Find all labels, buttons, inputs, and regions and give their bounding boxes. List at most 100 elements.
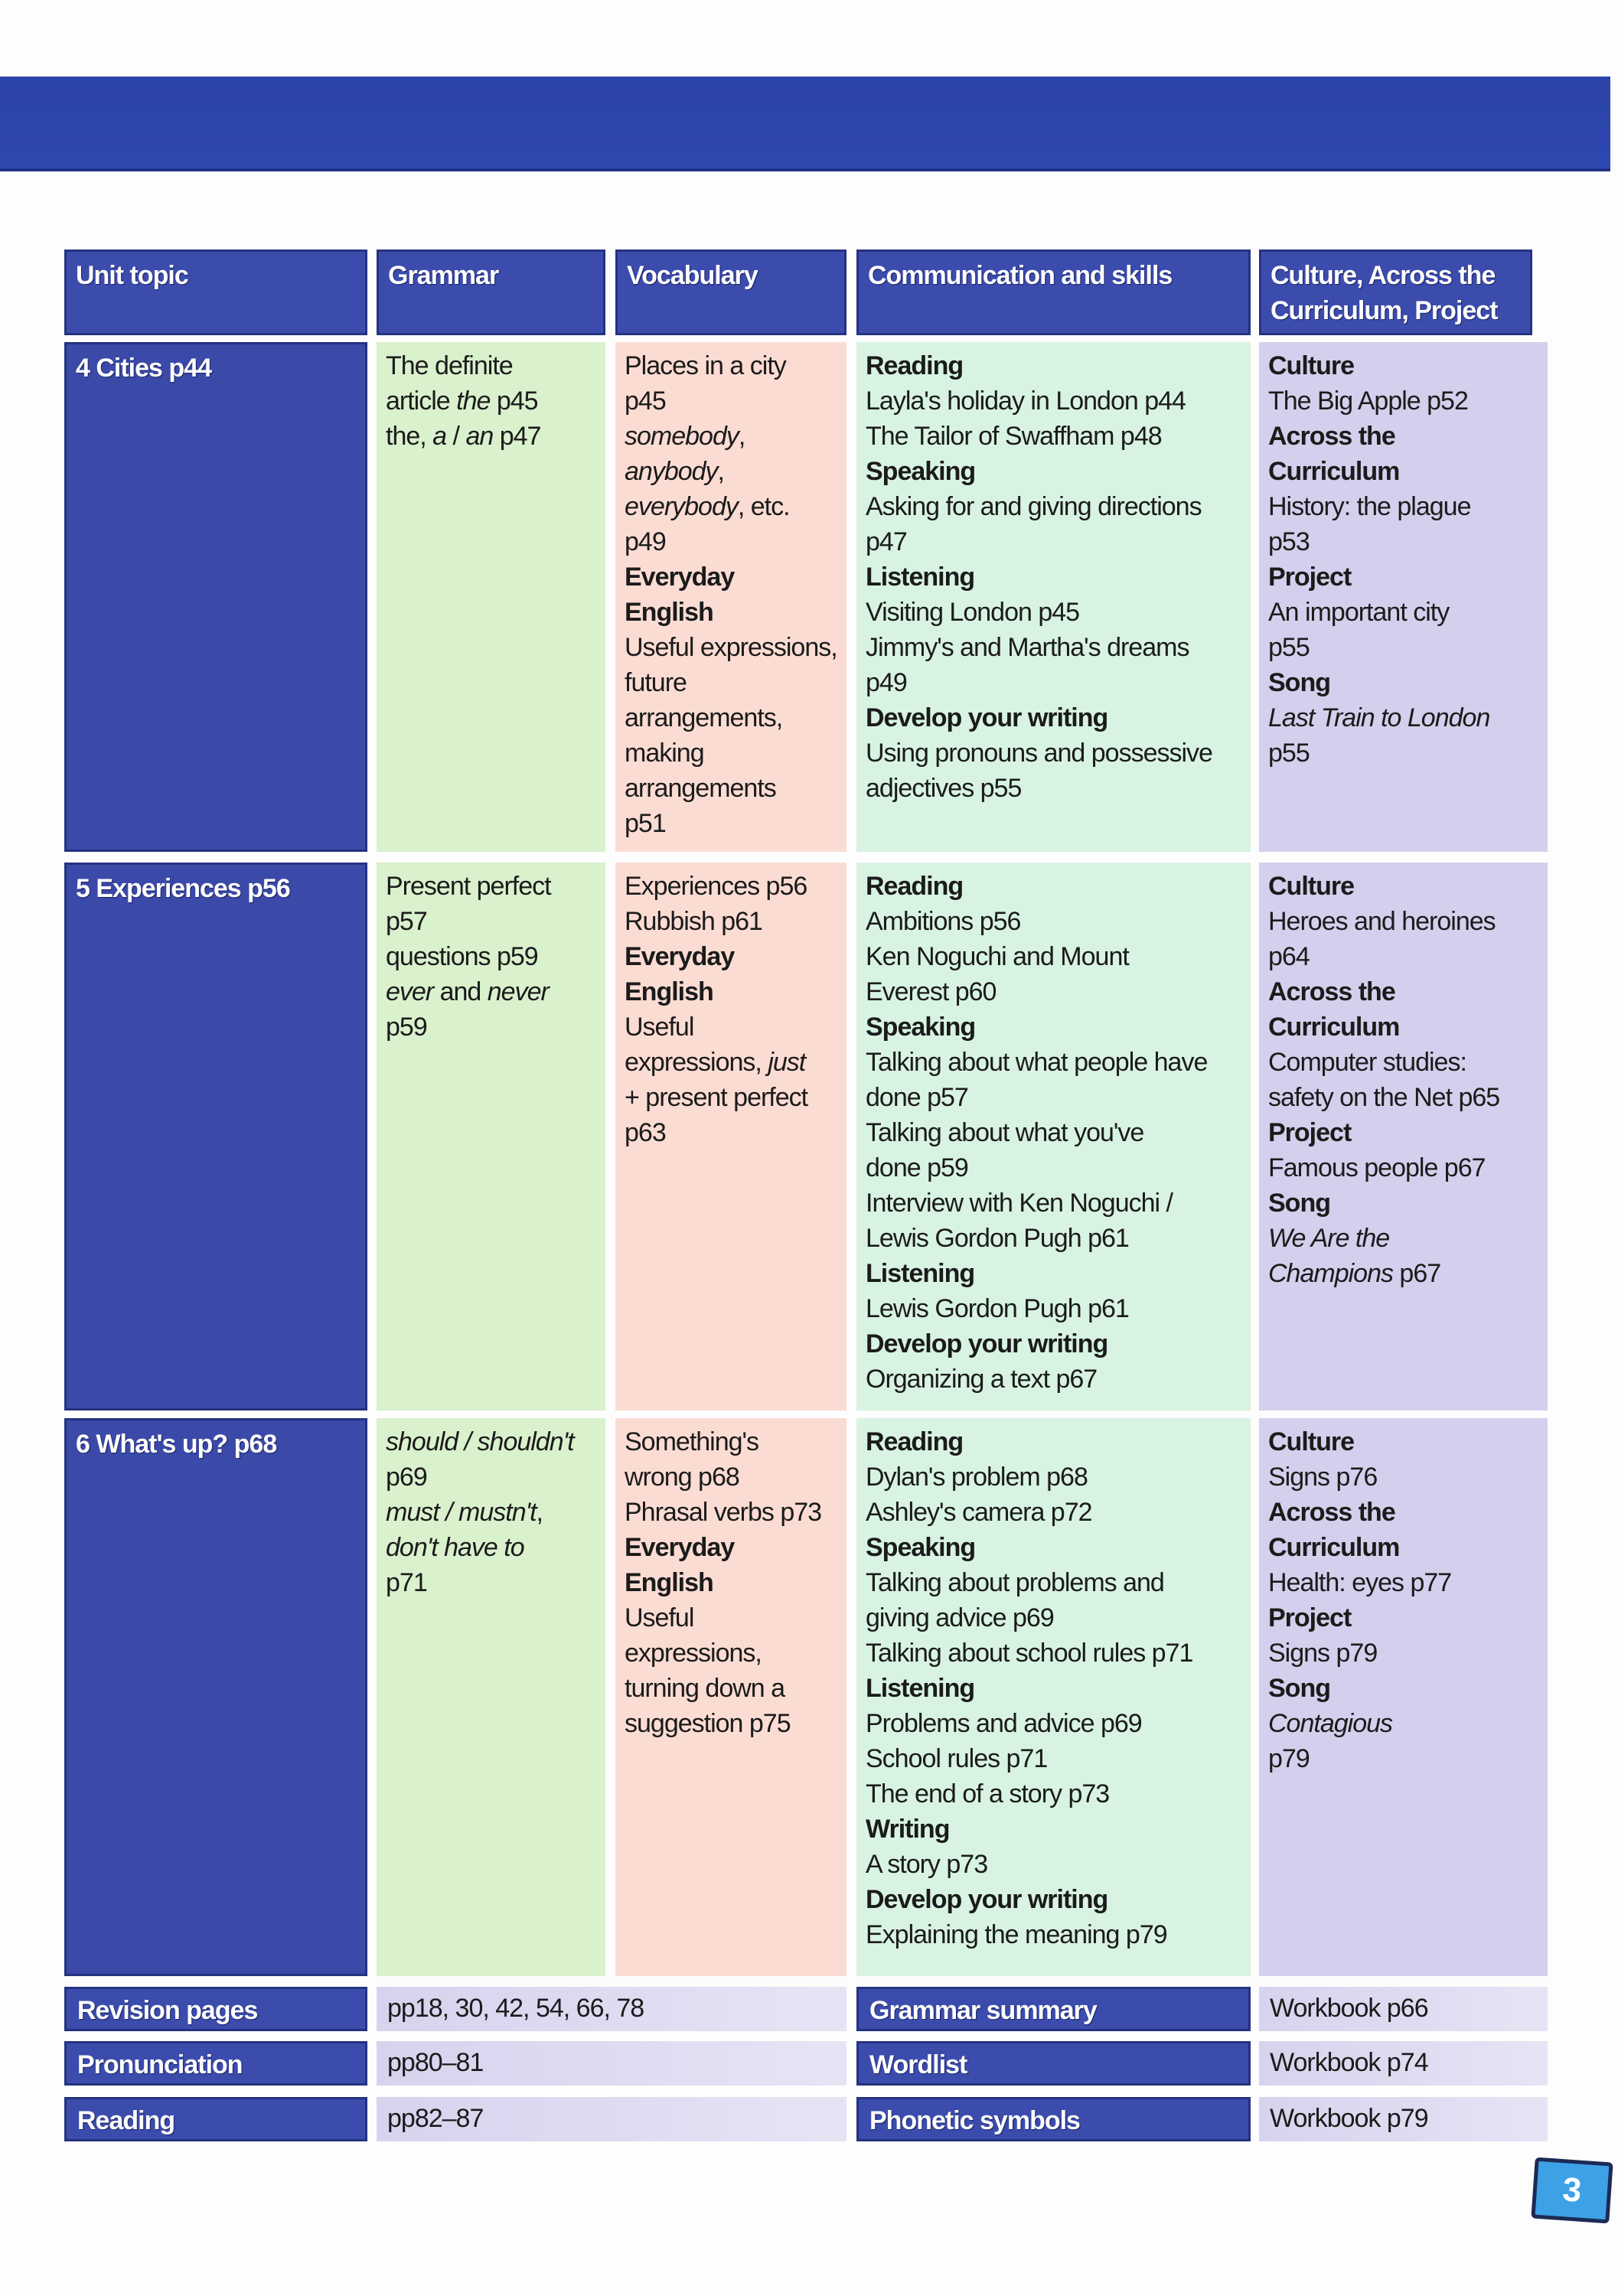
vocabulary-cell: Something's wrong p68 Phrasal verbs p73 Eve… <box>615 1418 847 1976</box>
text-segment: never <box>487 977 550 1006</box>
section-heading: Curriculum <box>1268 1533 1400 1562</box>
culture-line: Contagious <box>1268 1706 1541 1741</box>
culture-line: Song <box>1268 1186 1541 1221</box>
vocabulary-line: turning down a <box>625 1674 785 1703</box>
section-heading: Across the <box>1268 1498 1396 1527</box>
text-segment: expressions, <box>625 1048 768 1077</box>
communication-line: The Tailor of Swaffham p48 <box>866 422 1163 451</box>
culture-line: Signs p79 <box>1268 1639 1378 1668</box>
culture-line: p55 <box>1268 633 1310 662</box>
section-heading: Writing <box>866 1815 950 1844</box>
footer-label: Pronunciation <box>64 2041 367 2086</box>
communication-line: School rules p71 <box>866 1744 1048 1773</box>
communication-line: Talking about what you've <box>866 1118 1144 1147</box>
section-heading: English <box>625 977 714 1006</box>
section-heading: English <box>625 598 714 627</box>
text-segment: Contagious <box>1268 1709 1393 1738</box>
culture-line: Computer studies: <box>1268 1048 1467 1077</box>
communication-line: Ken Noguchi and Mount <box>866 942 1130 971</box>
communication-line: done p59 <box>866 1153 969 1182</box>
culture-line: History: the plague <box>1268 492 1472 521</box>
culture-line: Culture <box>1268 348 1541 383</box>
communication-line: adjectives p55 <box>866 774 1022 803</box>
culture-line: Heroes and heroines <box>1268 907 1496 936</box>
text-segment: anybody <box>625 457 719 486</box>
culture-line: Curriculum <box>1268 1530 1541 1565</box>
top-banner <box>0 77 1610 171</box>
communication-line: Talking about school rules p71 <box>866 1639 1193 1668</box>
text-segment: somebody <box>625 422 739 451</box>
communication-line: Using pronouns and possessive <box>866 739 1213 768</box>
text-segment: Last Train to London <box>1268 703 1490 732</box>
vocabulary-line: Places in a city <box>625 351 787 380</box>
communication-cell: Reading Layla's holiday in London p44 The … <box>856 342 1251 852</box>
communication-line: Lewis Gordon Pugh p61 <box>866 1224 1130 1253</box>
communication-line: Visiting London p45 <box>866 598 1080 627</box>
vocabulary-line: everybody, etc. <box>625 489 840 524</box>
text-segment: p45 <box>490 386 539 416</box>
culture-line: Across the <box>1268 419 1541 454</box>
footer-label: Revision pages <box>64 1987 367 2031</box>
text-segment: p67 <box>1392 1259 1441 1288</box>
vocabulary-line: expressions, <box>625 1639 762 1668</box>
communication-line: A story p73 <box>866 1850 988 1879</box>
culture-line: Song <box>1268 1671 1541 1706</box>
vocabulary-line: p51 <box>625 809 667 838</box>
communication-line: Writing <box>866 1812 1244 1847</box>
vocabulary-line: Experiences p56 <box>625 872 807 901</box>
unit-title: 4 Cities p44 <box>64 342 367 852</box>
text-segment: article <box>386 386 457 416</box>
header-culture: Culture, Across the Curriculum, Project <box>1259 249 1532 335</box>
section-heading: Culture <box>1268 872 1355 901</box>
culture-line: Across the <box>1268 1495 1541 1530</box>
culture-line: We Are the <box>1268 1221 1541 1256</box>
communication-line: Reading <box>866 869 1244 904</box>
text-segment: an <box>465 422 494 451</box>
header-vocabulary: Vocabulary <box>615 249 847 335</box>
text-segment: everybody <box>625 492 739 521</box>
section-heading: Project <box>1268 1603 1352 1632</box>
text-segment: Champions <box>1268 1259 1394 1288</box>
section-heading: English <box>625 1568 714 1597</box>
grammar-line: must / mustn't, <box>386 1495 599 1530</box>
communication-line: Everest p60 <box>866 977 997 1006</box>
section-heading: Project <box>1268 1118 1352 1147</box>
communication-line: Talking about problems and <box>866 1568 1165 1597</box>
grammar-line: ever and never <box>386 974 599 1009</box>
vocabulary-line: anybody, <box>625 454 840 489</box>
section-heading: Speaking <box>866 1533 976 1562</box>
text-segment: / <box>446 422 466 451</box>
communication-line: Organizing a text p67 <box>866 1365 1098 1394</box>
communication-line: Reading <box>866 348 1244 383</box>
vocabulary-line: Everyday <box>625 1530 840 1565</box>
communication-line: Dylan's problem p68 <box>866 1463 1088 1492</box>
communication-line: Problems and advice p69 <box>866 1709 1143 1738</box>
vocabulary-line: wrong p68 <box>625 1463 740 1492</box>
text-segment: just <box>768 1048 806 1077</box>
communication-line: Jimmy's and Martha's dreams <box>866 633 1189 662</box>
communication-line: Reading <box>866 1424 1244 1459</box>
communication-line: Speaking <box>866 454 1244 489</box>
communication-line: Lewis Gordon Pugh p61 <box>866 1294 1130 1323</box>
header-communication: Communication and skills <box>856 249 1251 335</box>
footer-value-2: Workbook p74 <box>1259 2041 1548 2086</box>
unit-title: 6 What's up? p68 <box>64 1418 367 1976</box>
section-heading: Song <box>1268 1189 1331 1218</box>
communication-line: Speaking <box>866 1009 1244 1045</box>
culture-line: Song <box>1268 665 1541 700</box>
communication-line: Ashley's camera p72 <box>866 1498 1093 1527</box>
culture-line: Project <box>1268 1115 1541 1150</box>
culture-line: Across the <box>1268 974 1541 1009</box>
culture-line: p79 <box>1268 1744 1310 1773</box>
vocabulary-line: suggestion p75 <box>625 1709 791 1738</box>
section-heading: Across the <box>1268 422 1396 451</box>
section-heading: Curriculum <box>1268 457 1400 486</box>
text-segment: We Are the <box>1268 1224 1390 1253</box>
vocabulary-line: Rubbish p61 <box>625 907 763 936</box>
culture-cell: Culture Signs p76 Across the Curriculum Heal… <box>1259 1418 1548 1976</box>
grammar-line: questions p59 <box>386 942 539 971</box>
text-segment: the <box>386 422 420 451</box>
communication-line: The end of a story p73 <box>866 1779 1110 1808</box>
culture-line: safety on the Net p65 <box>1268 1083 1500 1112</box>
vocabulary-line: English <box>625 974 840 1009</box>
